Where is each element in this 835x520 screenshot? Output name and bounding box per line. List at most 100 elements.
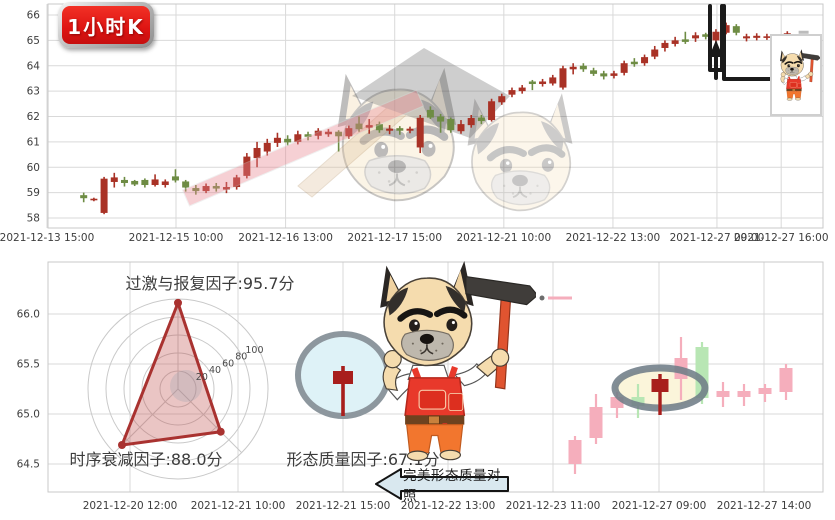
candle xyxy=(467,114,475,128)
candle xyxy=(498,93,506,105)
candle xyxy=(243,153,251,179)
candle xyxy=(171,169,179,183)
candle xyxy=(758,384,772,402)
hammer-pattern-circle-marker xyxy=(295,331,391,419)
candle xyxy=(457,120,465,134)
candle xyxy=(661,40,669,52)
candle xyxy=(120,176,128,187)
trend-ribbon xyxy=(181,89,425,207)
candle xyxy=(222,181,230,194)
radar-vertex-dot xyxy=(216,427,225,436)
axis-tick-label: 59 xyxy=(27,187,40,199)
axis-tick-label: 58 xyxy=(27,213,40,225)
candle xyxy=(212,182,220,192)
candle xyxy=(273,132,281,147)
worker-dog-with-hammer-icon xyxy=(772,37,820,113)
candle xyxy=(568,436,582,474)
candle xyxy=(732,24,740,36)
axis-tick-label: 2021-12-22 13:00 xyxy=(401,500,496,512)
candle xyxy=(437,113,445,133)
axis-tick-label: 2021-12-22 13:00 xyxy=(566,232,661,244)
candle xyxy=(559,65,567,90)
candle xyxy=(477,114,485,125)
axis-tick-label: 2021-12-13 15:00 xyxy=(0,232,94,244)
axis-tick-label: 2021-12-15 10:00 xyxy=(129,232,224,244)
stray-dot xyxy=(539,295,545,301)
axis-tick-label: 2021-12-21 15:00 xyxy=(296,500,391,512)
axis-tick-label: 66 xyxy=(27,10,41,22)
candle xyxy=(763,33,771,40)
left-arrow-icon xyxy=(375,468,509,500)
candle xyxy=(284,135,292,146)
candle xyxy=(110,172,118,188)
candle xyxy=(294,130,302,145)
radar-vertex-dot xyxy=(174,298,182,307)
axis-tick-label: 2021-12-27 09:00 xyxy=(612,500,707,512)
candle xyxy=(641,54,649,66)
radar-factor-bottom-left: 时序衰减因子:88.0分 xyxy=(69,450,223,469)
highlighted-candle xyxy=(651,374,669,415)
candle xyxy=(192,185,200,195)
hourly-kline-chart[interactable]: 58 59 60 61 62 63 64 65 66 2021-12-13 15:00 2021-1… xyxy=(0,0,835,250)
candle xyxy=(447,117,455,133)
candle xyxy=(590,67,598,76)
axis-tick-label: 60 xyxy=(27,162,40,174)
pattern-analysis-chart[interactable]: 64.5 65.0 65.5 66.0 2021-12-20 12:00 2021-12-… xyxy=(0,250,835,520)
candle xyxy=(416,114,424,154)
candle xyxy=(182,179,190,192)
candle xyxy=(630,58,638,67)
candle xyxy=(692,32,700,42)
candle xyxy=(253,141,261,168)
axis-tick-label: 2021-12-17 15:00 xyxy=(347,232,442,244)
candle xyxy=(610,70,618,79)
radar-factor-bottom-right: 形态质量因子:67.1分 xyxy=(286,450,440,469)
candle xyxy=(365,119,373,134)
candle xyxy=(396,126,404,135)
candle xyxy=(779,364,793,400)
axis-tick-label: 65.5 xyxy=(17,359,40,371)
candle xyxy=(426,106,434,120)
candle xyxy=(161,179,169,188)
candle xyxy=(600,70,608,80)
candle xyxy=(131,179,139,187)
candle xyxy=(233,174,241,190)
candle xyxy=(375,121,383,133)
candle xyxy=(314,128,322,140)
candle xyxy=(579,63,587,72)
candle xyxy=(671,36,679,47)
perfect-pattern-arrow-text: 完美形态质量对照 xyxy=(403,468,501,504)
axis-tick-label: 62 xyxy=(27,111,40,123)
candle xyxy=(589,394,603,444)
axis-tick-label: 20 xyxy=(196,372,208,383)
mascot-dog-image xyxy=(349,256,536,467)
candle xyxy=(324,129,332,137)
radar-factor-top: 过激与报复因子:95.7分 xyxy=(125,274,295,293)
axis-tick-label: 64.5 xyxy=(17,459,40,471)
axis-tick-label: 2021-12-27 14:00 xyxy=(717,500,812,512)
axis-tick-label: 66.0 xyxy=(17,309,40,321)
axis-tick-label: 65 xyxy=(27,35,40,47)
candle xyxy=(202,183,210,194)
axis-tick-label: 2021-12-20 12:00 xyxy=(83,500,178,512)
candle xyxy=(681,31,689,44)
mascot-callout-annotation xyxy=(708,4,772,81)
candle xyxy=(569,63,577,75)
candle xyxy=(488,98,496,122)
axis-tick-label: 65.0 xyxy=(17,409,40,421)
axis-tick-label: 100 xyxy=(245,345,263,356)
candle xyxy=(151,174,159,187)
axis-tick-label: 63 xyxy=(27,86,40,98)
candle xyxy=(620,60,628,76)
arrow-up-icon xyxy=(709,40,723,57)
candle xyxy=(355,116,363,132)
radar-vertex-dot xyxy=(117,441,126,450)
candle xyxy=(722,22,730,35)
candles-group xyxy=(80,22,791,215)
candle xyxy=(702,32,710,40)
candle xyxy=(737,384,751,406)
axis-tick-label: 61 xyxy=(27,136,40,148)
timeframe-badge-label: 1小时K xyxy=(62,6,150,44)
candle xyxy=(518,85,526,94)
mascot-thumbnail xyxy=(770,34,822,116)
candle xyxy=(651,45,659,60)
